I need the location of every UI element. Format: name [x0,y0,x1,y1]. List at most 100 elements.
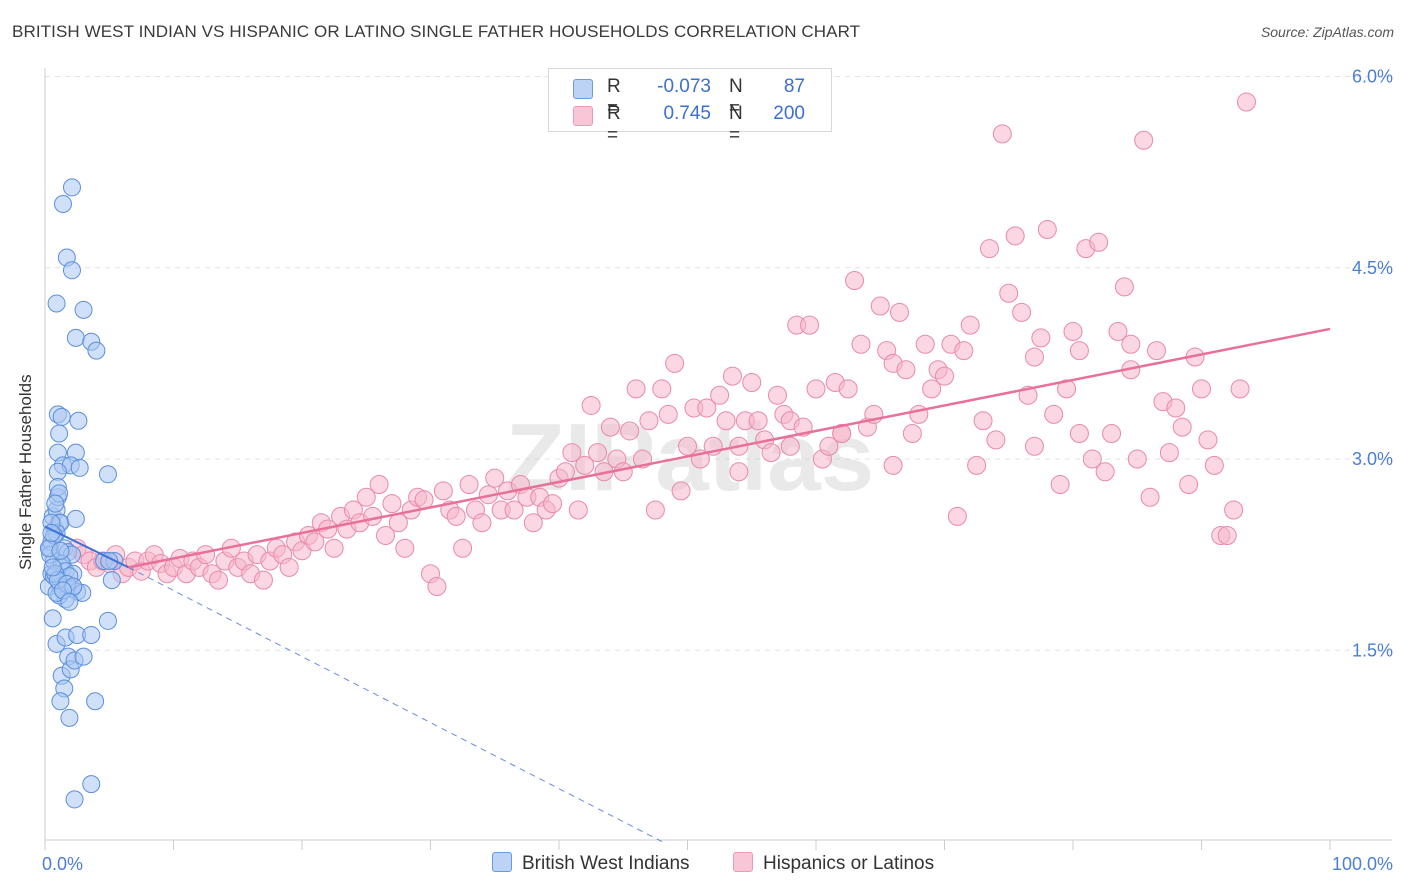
data-point-hispanic [1230,379,1250,399]
data-point-hispanic [1140,487,1160,507]
data-point-british [70,458,89,477]
data-point-hispanic [1217,526,1237,545]
trend-line-british-extension [128,566,663,842]
data-point-hispanic [555,462,575,482]
data-point-british [47,294,66,313]
data-point-hispanic [742,373,762,392]
data-point-hispanic [819,436,839,456]
data-point-hispanic [600,417,620,437]
data-point-hispanic [729,462,749,482]
data-point-hispanic [324,538,344,558]
data-point-hispanic [722,366,742,386]
data-point-hispanic [414,490,434,510]
data-point-hispanic [1095,462,1115,482]
data-point-hispanic [967,455,987,475]
y-axis-label: Single Father Households [16,374,35,570]
data-point-british [82,775,101,794]
data-point-british [74,647,93,666]
trend-lines [44,327,1331,842]
data-point-hispanic [1192,379,1211,399]
data-point-hispanic [1172,417,1192,437]
data-point-hispanic [1147,341,1167,361]
legend-r-value: -0.073 [657,76,711,97]
data-point-hispanic [665,353,685,373]
data-point-hispanic [761,443,781,463]
data-point-hispanic [716,411,736,431]
data-point-hispanic [658,404,678,424]
data-point-hispanic [645,500,665,520]
data-point-hispanic [1108,322,1128,341]
chart-title: BRITISH WEST INDIAN VS HISPANIC OR LATIN… [12,22,861,41]
data-point-hispanic [800,315,820,335]
data-point-hispanic [581,395,601,415]
data-point-hispanic [979,239,999,259]
data-point-hispanic [382,494,402,514]
data-point-british [51,692,70,711]
data-point-hispanic [472,513,492,533]
trend-line-hispanic [128,327,1331,569]
x-tick-label: 100.0% [1332,854,1393,874]
data-point-hispanic [922,379,942,399]
data-point-british [66,509,85,528]
data-point-british [48,462,67,481]
bottom-legend-hispanic: Hispanics or Latinos [733,852,934,875]
data-point-hispanic [845,271,865,290]
data-point-british [51,541,70,560]
bottom-legend-swatch-blue [492,852,512,872]
data-point-hispanic [986,430,1006,450]
data-point-hispanic [870,296,890,316]
data-point-british [102,571,121,590]
data-point-hispanic [806,379,826,399]
data-point-british [86,692,105,711]
data-point-hispanic [1236,92,1256,112]
data-point-british [43,558,62,577]
data-point-hispanic [568,500,588,520]
data-point-hispanic [992,124,1012,144]
data-point-hispanic [838,379,858,399]
bottom-legend-label: British West Indians [522,853,690,874]
data-point-british [69,411,88,430]
data-point-british [65,790,84,809]
data-point-hispanic [780,436,800,456]
data-point-british [87,341,106,360]
data-point-british [60,592,79,611]
data-point-british [62,261,81,280]
data-point-hispanic [446,506,466,526]
data-point-hispanic [504,500,524,520]
data-point-british [46,494,65,513]
data-point-hispanic [1114,277,1134,297]
data-point-hispanic [1089,232,1109,252]
data-point-hispanic [915,334,935,354]
data-point-hispanic [543,494,563,514]
data-point-hispanic [523,513,543,533]
data-point-hispanic [305,532,325,552]
data-point-hispanic [999,283,1019,303]
data-point-hispanic [1050,475,1070,494]
data-point-hispanic [395,538,415,558]
data-point-hispanic [890,302,910,322]
data-point-hispanic [954,341,974,361]
data-point-hispanic [1224,500,1244,520]
data-point-hispanic [639,411,659,431]
bottom-legend-label: Hispanics or Latinos [763,853,935,874]
data-point-hispanic [1159,443,1179,463]
data-point-hispanic [1069,424,1089,443]
source-label: Source: ZipAtlas.com [1260,24,1394,40]
legend-n-value: 200 [773,103,805,124]
data-point-hispanic [562,443,582,463]
data-point-hispanic [626,379,646,399]
data-point-british [62,178,81,197]
data-point-hispanic [1134,130,1154,150]
data-point-british [66,328,85,347]
data-point-hispanic [588,443,608,463]
data-point-hispanic [710,385,730,405]
data-point-hispanic [1005,226,1025,246]
legend-n-label: N = [729,103,743,146]
bottom-legend-british: British West Indians [492,852,690,875]
tick-labels: 1.5% 3.0% 4.5% 6.0% 0.0% 100.0% [42,67,1393,875]
data-point-british [50,424,69,443]
legend-n-label: N = [729,76,743,119]
data-point-hispanic [620,421,640,441]
data-point-hispanic [748,411,768,431]
